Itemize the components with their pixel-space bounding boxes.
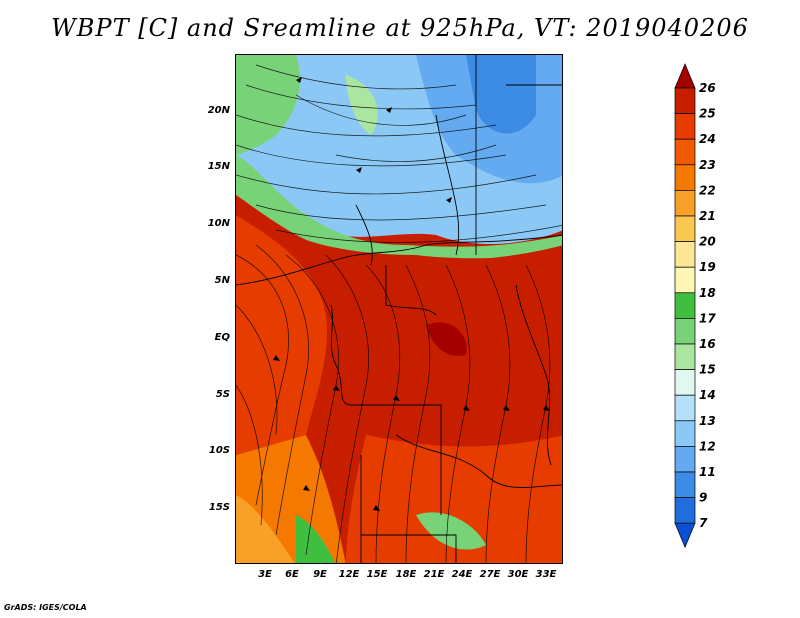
lon-label-24e: 24E	[451, 569, 473, 580]
colorbar-top-arrow	[674, 63, 696, 89]
colorbar-label: 21	[699, 209, 716, 223]
colorbar-band	[674, 394, 696, 422]
colorbar-band	[674, 138, 696, 166]
colorbar-band	[674, 215, 696, 242]
southwest-cool-edge	[236, 495, 295, 563]
colorbar-band	[674, 87, 696, 114]
colorbar-label: 17	[699, 311, 716, 325]
colorbar-band	[674, 241, 696, 268]
lat-label-10n: 10N	[207, 218, 230, 229]
lat-label-15s: 15S	[208, 502, 230, 513]
colorbar-band	[674, 318, 696, 345]
colorbar-band	[674, 292, 696, 319]
lon-label-15e: 15E	[366, 569, 388, 580]
colorbar-label: 20	[699, 235, 716, 249]
chart-title: WBPT [C] and Sreamline at 925hPa, VT: 20…	[51, 14, 749, 42]
colorbar-label: 25	[699, 107, 716, 121]
lon-label-6e: 6E	[285, 569, 299, 580]
lon-label-33e: 33E	[535, 569, 557, 580]
country-borders	[236, 55, 562, 563]
colorbar-band	[674, 266, 696, 294]
lon-label-3e: 3E	[258, 569, 272, 580]
colorbar-label: 13	[699, 414, 716, 428]
colorbar-band	[674, 420, 696, 447]
colorbar-label: 26	[699, 81, 716, 95]
west-warm-zone	[236, 215, 327, 455]
lon-label-18e: 18E	[395, 569, 417, 580]
lat-label-10s: 10S	[208, 445, 230, 456]
colorbar-label: 7	[699, 516, 708, 530]
colorbar-label: 11	[699, 465, 716, 479]
coldest-region	[466, 55, 536, 134]
colorbar-label: 16	[699, 337, 716, 351]
lat-label-5n: 5N	[214, 275, 230, 286]
colorbar-band	[674, 497, 696, 524]
south-green-patch	[416, 512, 486, 550]
lon-label-12e: 12E	[338, 569, 360, 580]
light-green-patch	[346, 75, 378, 135]
colorbar-label: 23	[699, 158, 716, 172]
lat-label-eq: EQ	[214, 332, 230, 343]
streamline-arrows	[273, 77, 550, 511]
hot-core	[426, 322, 467, 356]
colorbar-label: 24	[699, 132, 716, 146]
lat-label-20n: 20N	[207, 105, 230, 116]
streamlines	[236, 64, 562, 563]
colorbar-band	[674, 190, 696, 217]
colorbar-label: 9	[699, 491, 707, 505]
south-warm-zone	[346, 435, 562, 563]
colorbar-label: 18	[699, 286, 716, 300]
lat-label-15n: 15N	[207, 161, 230, 172]
colorbar-label: 22	[699, 183, 716, 197]
lon-label-21e: 21E	[423, 569, 445, 580]
colorbar-label: 14	[699, 388, 716, 402]
lon-label-9e: 9E	[313, 569, 327, 580]
map-panel	[235, 54, 563, 564]
colorbar-label: 19	[699, 260, 716, 274]
map-svg	[236, 55, 562, 563]
credit-text: GrADS: IGES/COLA	[4, 603, 87, 612]
colorbar-band	[674, 113, 696, 140]
colorbar-band	[674, 343, 696, 370]
hot-region	[236, 195, 562, 387]
lon-label-27e: 27E	[479, 569, 501, 580]
colorbar-bottom-arrow	[674, 522, 696, 549]
colorbar-band	[674, 369, 696, 396]
green-band	[236, 155, 562, 259]
lat-label-5s: 5S	[215, 389, 230, 400]
colorbar-band	[674, 446, 696, 473]
colorbar-label: 15	[699, 363, 716, 377]
lon-label-30e: 30E	[507, 569, 529, 580]
colorbar-label: 12	[699, 439, 716, 453]
southwest-green-patch	[296, 515, 335, 563]
colorbar-band	[674, 471, 696, 498]
colorbar-band	[674, 164, 696, 191]
green-northwest	[236, 55, 300, 155]
